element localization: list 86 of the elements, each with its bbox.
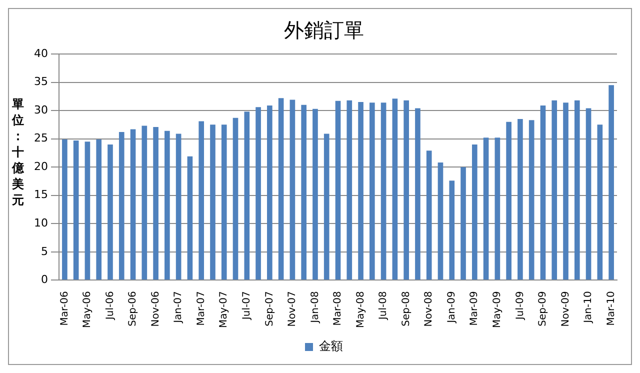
x-tick-label: Jul-09 — [514, 291, 526, 321]
x-tick-label: Mar-08 — [332, 291, 344, 326]
bar — [358, 102, 364, 280]
bar — [552, 100, 558, 280]
x-tick-label: Nov-09 — [560, 291, 572, 327]
bar — [62, 139, 68, 280]
bar — [130, 129, 136, 280]
y-tick-label: 40 — [34, 46, 48, 60]
y-tick-label: 0 — [40, 273, 48, 286]
y-tick-label: 30 — [34, 103, 48, 116]
bar — [449, 180, 455, 280]
x-tick-label: Jan-07 — [173, 291, 184, 324]
x-tick-label: Jul-06 — [104, 291, 116, 321]
bar — [221, 124, 227, 280]
bar — [540, 105, 546, 280]
y-axis-title: 單位：十億美元 — [12, 96, 24, 208]
bar — [586, 108, 592, 280]
bar — [506, 122, 512, 280]
bar — [108, 144, 113, 280]
bar — [472, 144, 478, 280]
bar — [608, 85, 614, 280]
bar — [460, 167, 466, 280]
x-tick-label: Jul-08 — [378, 291, 390, 321]
bar — [597, 124, 603, 280]
bar — [142, 126, 148, 280]
bar — [528, 120, 534, 280]
bar — [84, 142, 90, 280]
bar — [198, 121, 204, 280]
bar — [346, 100, 352, 280]
bar — [187, 156, 193, 280]
bar — [335, 100, 341, 280]
x-tick-label: May-07 — [218, 291, 230, 328]
y-tick-label: 25 — [34, 132, 48, 145]
bar — [164, 130, 170, 280]
bar — [118, 132, 124, 280]
bar — [153, 126, 158, 280]
x-tick-label: Sep-08 — [400, 291, 412, 326]
x-tick-label: Nov-06 — [150, 291, 162, 327]
bar — [312, 108, 318, 280]
bar — [324, 134, 330, 280]
bar — [563, 102, 568, 280]
bar — [392, 98, 398, 280]
x-tick-label: Mar-07 — [196, 291, 207, 326]
bar — [278, 98, 284, 280]
bar — [426, 150, 432, 280]
bar — [267, 105, 272, 280]
bar — [244, 112, 250, 280]
x-tick-label: Mar-10 — [606, 291, 617, 326]
bar — [574, 100, 580, 280]
x-tick-label: Jan-09 — [446, 291, 458, 324]
bar — [494, 138, 500, 280]
bar — [256, 107, 261, 280]
x-tick-label: Mar-06 — [59, 291, 70, 326]
bar — [438, 162, 444, 280]
x-tick-label: May-08 — [355, 291, 366, 328]
bar — [96, 139, 102, 280]
x-tick-label: Jan-08 — [310, 291, 321, 324]
x-tick-label: Sep-09 — [538, 291, 549, 326]
x-tick-label: Sep-07 — [264, 291, 276, 326]
bar — [404, 100, 409, 280]
x-tick-label: Mar-09 — [469, 291, 480, 326]
x-tick-label: May-09 — [492, 291, 504, 328]
bar — [380, 102, 386, 280]
chart-title: 外銷訂單 — [284, 18, 364, 42]
y-tick-label: 5 — [40, 244, 48, 258]
x-tick-label: Nov-07 — [287, 291, 298, 327]
bar — [232, 118, 238, 280]
legend-label: 金額 — [319, 339, 343, 354]
x-tick-label: Jan-10 — [583, 291, 594, 324]
bar — [73, 140, 79, 280]
y-tick-label: 35 — [34, 75, 48, 88]
bar — [415, 108, 420, 280]
bar — [370, 102, 375, 280]
y-tick-label: 10 — [34, 216, 48, 230]
bar — [483, 138, 489, 280]
x-tick-label: Sep-06 — [128, 291, 139, 326]
bar — [290, 100, 296, 280]
bar — [176, 134, 182, 280]
x-tick-label: Nov-08 — [424, 291, 435, 327]
bar — [210, 124, 216, 280]
y-tick-label: 20 — [34, 160, 48, 173]
bar — [518, 119, 523, 280]
x-tick-label: May-06 — [82, 291, 94, 328]
y-tick-label: 15 — [34, 188, 48, 202]
bar — [301, 104, 306, 280]
x-tick-label: Jul-07 — [241, 291, 252, 321]
